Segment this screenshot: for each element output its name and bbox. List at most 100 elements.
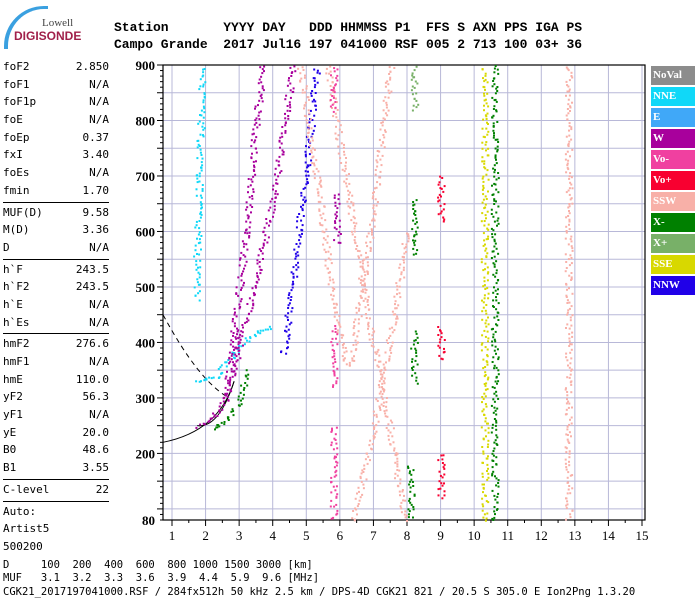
echo-point [570,71,573,74]
echo-point [352,510,355,512]
echo-point [248,312,250,315]
echo-point [387,423,390,426]
echo-point [497,482,500,484]
echo-point [416,341,419,344]
echo-point [496,311,499,314]
echo-point [260,81,263,84]
echo-point [485,319,488,322]
echo-point [272,211,275,214]
echo-point [344,347,347,349]
echo-point [568,376,571,379]
echo-point [227,399,230,402]
echo-point [267,236,270,239]
echo-point [497,319,500,321]
echo-point [345,350,348,353]
echo-point [331,429,333,432]
echo-point [254,285,257,287]
echo-point [401,490,404,493]
echo-point [403,261,405,264]
echo-point [318,222,321,225]
echo-point [256,272,258,275]
echo-point [376,150,379,152]
echo-point [312,129,315,132]
echo-point [494,275,497,278]
echo-point [568,122,571,125]
echo-point [493,245,496,248]
echo-point [482,398,485,400]
param-row: hmF1 N/A [3,353,109,371]
echo-point [245,201,248,204]
echo-point [332,102,335,105]
echo-point [307,170,309,173]
param-name: foF2 [3,60,30,73]
echo-point [487,130,490,133]
echo-point [485,141,488,144]
echo-point [341,344,344,346]
echo-point [199,85,202,88]
echo-point [202,422,205,425]
param-row: B1 3.55 [3,459,109,477]
echo-point [335,426,338,429]
echo-point [298,213,301,215]
echo-point [439,330,442,333]
echo-point [377,348,380,351]
param-value: 48.6 [82,443,110,457]
echo-point [318,209,321,212]
echo-point [363,258,366,261]
echo-point [252,132,255,135]
echo-point [373,225,376,228]
x-tick-label: 9 [437,528,444,543]
echo-point [568,205,571,208]
echo-point [260,269,263,271]
echo-point [382,388,385,391]
echo-point [282,153,285,156]
echo-point [366,300,369,303]
y-tick-label: 400 [136,335,156,350]
echo-point [335,101,338,104]
echo-point [437,334,440,336]
echo-point [233,325,236,328]
echo-point [566,359,569,362]
echo-point [318,182,321,185]
echo-point [392,441,395,444]
echo-point [567,189,570,192]
echo-point [360,254,363,257]
echo-point [335,442,338,445]
echo-point [228,356,231,359]
echo-point [438,470,441,473]
echo-point [570,272,573,274]
echo-point [352,202,355,205]
echo-point [569,343,572,346]
echo-point [195,194,198,197]
echo-point [202,128,205,131]
echo-point [494,92,497,95]
echo-point [365,241,368,244]
echo-point [332,384,335,387]
echo-point [487,439,490,442]
echo-point [335,503,338,506]
echo-point [290,75,293,77]
echo-point [415,376,418,379]
echo-point [484,288,487,290]
echo-point [484,395,487,398]
echo-point [226,370,228,373]
echo-point [287,294,290,297]
echo-point [212,412,215,415]
echo-point [565,327,567,329]
echo-point [566,67,569,70]
echo-point [255,121,258,124]
echo-point [257,104,259,107]
echo-point [238,264,241,267]
echo-point [366,299,369,301]
echo-point [339,325,342,328]
echo-point [413,86,416,89]
echo-point [332,115,335,118]
param-value: N/A [89,77,109,91]
echo-point [414,210,417,213]
echo-point [333,457,336,460]
echo-point [493,506,496,508]
echo-point [404,516,407,519]
echo-point [482,269,485,272]
echo-point [439,175,442,178]
echo-point [565,387,567,390]
